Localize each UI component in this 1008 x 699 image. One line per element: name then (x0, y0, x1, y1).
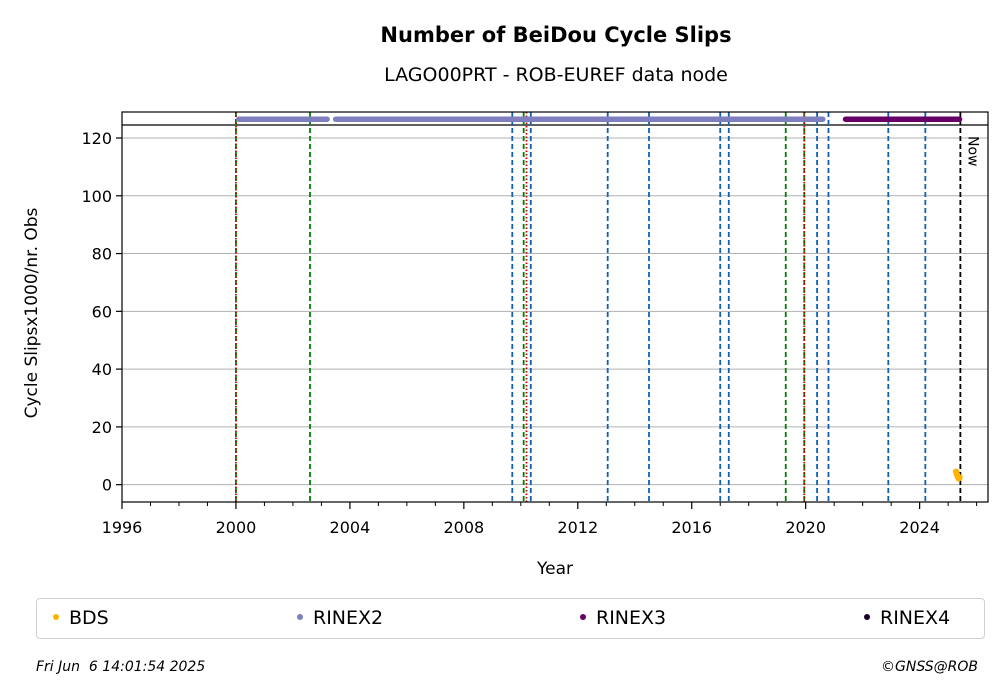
legend-item-rinex2: RINEX2 (297, 607, 383, 629)
x-tick-label: 2008 (443, 518, 484, 537)
vline-layer: Now (235, 112, 980, 502)
x-tick-label: 2020 (785, 518, 826, 537)
footer-copyright: ©GNSS@ROB (881, 659, 978, 675)
x-tick-label: 2016 (671, 518, 712, 537)
legend-marker-rinex3 (580, 613, 586, 620)
legend: BDS RINEX2 RINEX3 RINEX4 (36, 598, 985, 639)
x-tick-label: 1996 (102, 518, 143, 537)
plot-frame (121, 111, 989, 503)
y-tick-label: 100 (81, 187, 112, 206)
legend-label-rinex4: RINEX4 (880, 607, 951, 629)
x-tick-label: 2024 (899, 518, 940, 537)
legend-label-rinex3: RINEX3 (596, 607, 667, 629)
grid-layer (122, 124, 988, 486)
legend-marker-bds (53, 613, 59, 620)
y-tick-label: 0 (102, 476, 112, 495)
series-layer (236, 116, 963, 482)
legend-item-rinex4: RINEX4 (864, 607, 950, 629)
y-tick-label: 120 (81, 129, 112, 148)
y-tick-label: 80 (92, 245, 112, 264)
footer-timestamp: Fri Jun 6 14:01:54 2025 (36, 659, 206, 675)
y-axis-label: Cycle Slipsx1000/nr. Obs (22, 207, 42, 418)
legend-label-rinex2: RINEX2 (313, 607, 384, 629)
legend-item-rinex3: RINEX3 (580, 607, 666, 629)
y-tick-label: 20 (92, 418, 112, 437)
y-tick-label: 40 (92, 360, 112, 379)
legend-marker-rinex4 (864, 613, 870, 620)
x-axis-label: Year (536, 559, 573, 579)
chart: Number of BeiDou Cycle Slips LAGO00PRT -… (22, 23, 989, 579)
legend-item-bds: BDS (53, 607, 109, 629)
legend-label-bds: BDS (69, 607, 109, 629)
chart-subtitle: LAGO00PRT - ROB-EUREF data node (384, 64, 728, 86)
data-point-bds (956, 474, 963, 481)
legend-marker-rinex2 (297, 613, 303, 620)
tick-layer: 0 20 40 60 80 100 120 1996 2000 2004 2008 2012 2016 2… (81, 129, 978, 537)
chart-title: Number of BeiDou Cycle Slips (380, 23, 731, 47)
x-tick-label: 2000 (216, 518, 257, 537)
y-tick-label: 60 (92, 302, 112, 321)
x-tick-label: 2004 (330, 518, 371, 537)
now-label: Now (964, 136, 980, 167)
x-tick-label: 2012 (557, 518, 598, 537)
